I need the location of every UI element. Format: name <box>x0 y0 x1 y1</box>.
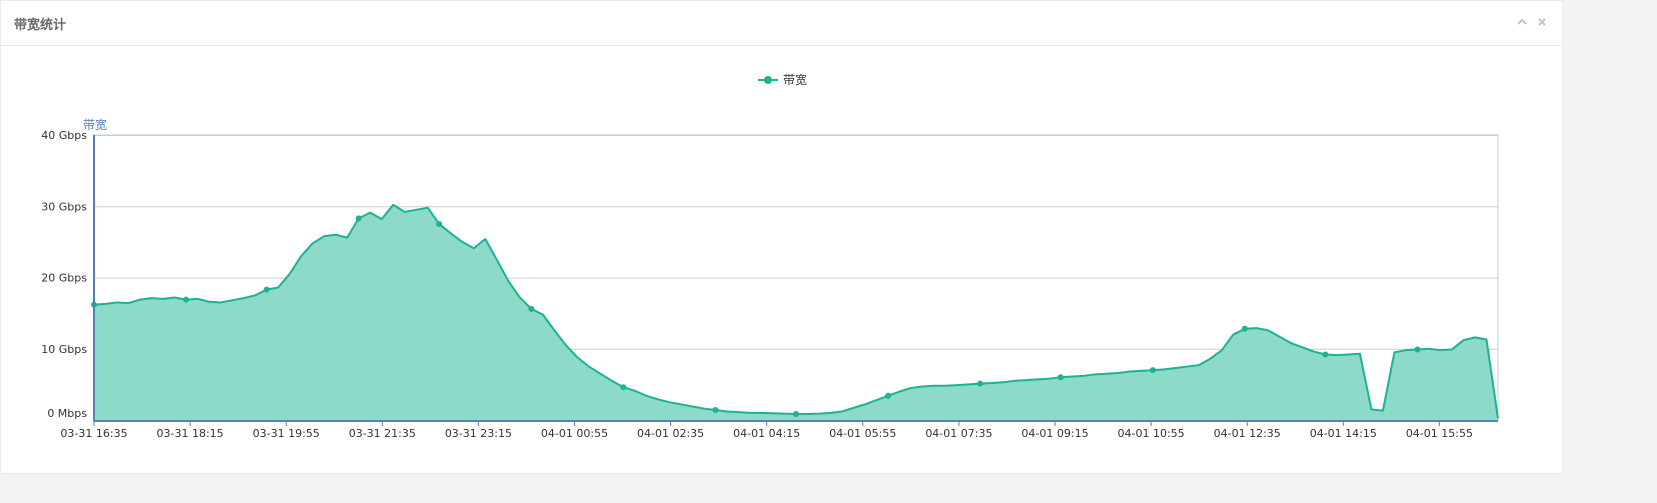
y-tick-label-1: 10 Gbps <box>41 343 87 356</box>
data-point-15 <box>1414 346 1421 353</box>
panel-header: 带宽统计 <box>1 1 1562 46</box>
data-point-4 <box>436 221 443 228</box>
legend-marker <box>764 76 772 84</box>
series-markers <box>91 215 1421 417</box>
data-point-13 <box>1241 325 1248 332</box>
area-fill <box>94 204 1498 420</box>
bandwidth-panel: 带宽统计 带宽 带宽 0 Mbps 10 Gbps 20 Gbps 30 Gbps 40… <box>0 0 1563 474</box>
x-tick-label-14: 04-01 15:55 <box>1406 427 1473 440</box>
legend[interactable]: 带宽 <box>758 72 807 87</box>
x-tick-label-6: 04-01 02:35 <box>637 427 704 440</box>
axes <box>93 135 1498 422</box>
x-tick-label-1: 03-31 18:15 <box>157 427 224 440</box>
y-tick-label-3: 30 Gbps <box>41 200 87 213</box>
y-tick-label-4: 40 Gbps <box>41 129 87 142</box>
panel-tools <box>1516 15 1548 29</box>
y-tick-label-2: 20 Gbps <box>41 272 87 285</box>
x-tick-label-10: 04-01 09:15 <box>1021 427 1088 440</box>
y-tick-labels: 0 Mbps 10 Gbps 20 Gbps 30 Gbps 40 Gbps <box>41 129 87 420</box>
data-point-12 <box>1149 367 1156 374</box>
data-point-9 <box>885 392 892 399</box>
data-point-5 <box>528 305 535 312</box>
x-tick-label-9: 04-01 07:35 <box>925 427 992 440</box>
panel-title: 带宽统计 <box>14 18 67 33</box>
bandwidth-chart: 带宽 带宽 0 Mbps 10 Gbps 20 Gbps 30 Gbps 40 Gbps… <box>41 72 1499 440</box>
x-tick-label-12: 04-01 12:35 <box>1214 427 1281 440</box>
data-point-14 <box>1322 351 1329 358</box>
legend-label: 带宽 <box>783 72 807 87</box>
data-point-1 <box>183 296 190 303</box>
data-point-8 <box>793 410 799 417</box>
chevron-up-icon[interactable] <box>1516 15 1528 29</box>
x-tick-label-2: 03-31 19:55 <box>253 427 320 440</box>
x-tick-labels: 03-31 16:35 03-31 18:15 03-31 19:55 03-31 2… <box>60 421 1473 440</box>
data-point-2 <box>263 286 270 293</box>
x-tick-label-13: 04-01 14:15 <box>1310 427 1377 440</box>
series-area <box>93 203 1499 420</box>
close-icon[interactable] <box>1536 15 1548 29</box>
data-point-3 <box>355 215 362 222</box>
x-tick-label-3: 03-31 21:35 <box>349 427 416 440</box>
data-point-10 <box>977 380 984 387</box>
x-tick-label-7: 04-01 04:15 <box>733 427 800 440</box>
y-axis-title: 带宽 <box>83 117 107 132</box>
data-point-11 <box>1057 374 1064 381</box>
x-tick-label-4: 03-31 23:15 <box>445 427 512 440</box>
data-point-7 <box>712 407 719 414</box>
page-scrollbar[interactable] <box>1563 0 1657 503</box>
x-tick-label-0: 03-31 16:35 <box>60 427 127 440</box>
x-tick-label-11: 04-01 10:55 <box>1118 427 1185 440</box>
data-point-6 <box>620 384 627 391</box>
y-tick-label-0: 0 Mbps <box>47 407 87 420</box>
x-tick-label-8: 04-01 05:55 <box>829 427 896 440</box>
x-tick-label-5: 04-01 00:55 <box>541 427 608 440</box>
